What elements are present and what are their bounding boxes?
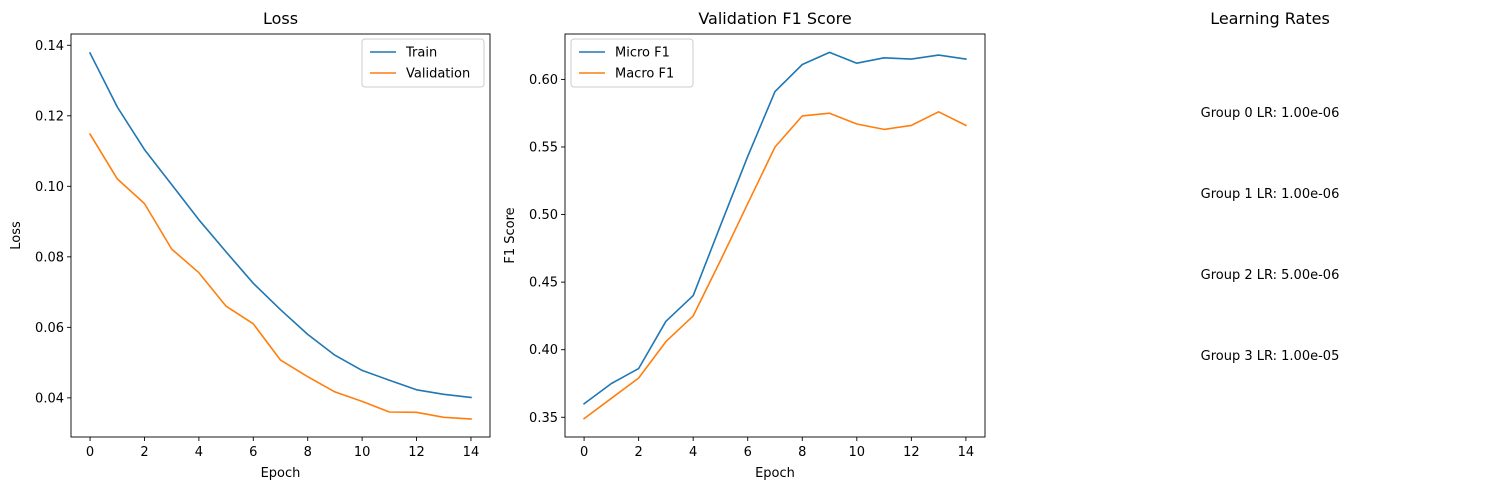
loss-legend-box — [361, 38, 485, 88]
lr-group-2: Group 2 LR: 5.00e-06 — [1201, 268, 1340, 283]
f1-x-axis-label: Epoch — [755, 466, 795, 481]
f1-y-tick-label: 0.55 — [529, 140, 558, 155]
f1-x-tick-label: 12 — [903, 445, 920, 460]
loss-y-axis-label: Loss — [9, 221, 24, 250]
f1-x-tick-label: 14 — [958, 445, 975, 460]
loss-x-tick-label: 10 — [354, 445, 371, 460]
loss-x-tick-label: 12 — [408, 445, 425, 460]
loss-y-tick-label: 0.10 — [35, 180, 64, 195]
f1-legend-box — [570, 38, 694, 88]
loss-plot-frame — [70, 33, 491, 438]
f1-x-tick-label: 2 — [634, 445, 642, 460]
loss-legend-label: Validation — [406, 67, 470, 82]
learning-rates-panel: Learning Rates Group 0 LR: 1.00e-06 Grou… — [1201, 9, 1340, 364]
loss-x-tick-label: 6 — [249, 445, 257, 460]
loss-chart: Loss Epoch Loss 0 2 4 6 8 10 12 14 0.04 0.06 0.08 0… — [9, 9, 491, 481]
loss-x-axis-label: Epoch — [261, 466, 301, 481]
f1-y-axis-label: F1 Score — [503, 207, 518, 263]
f1-chart: Validation F1 Score Epoch F1 Score 0 2 4 6 8… — [503, 9, 986, 481]
f1-y-tick-label: 0.50 — [529, 208, 558, 223]
loss-legend: Train Validation — [361, 38, 485, 88]
f1-legend-label: Micro F1 — [615, 46, 670, 61]
lr-group-1: Group 1 LR: 1.00e-06 — [1201, 187, 1340, 202]
f1-y-tick-label: 0.45 — [529, 276, 558, 291]
f1-legend-label: Macro F1 — [615, 67, 674, 82]
f1-x-tick-label: 8 — [798, 445, 806, 460]
f1-x-tick-label: 10 — [849, 445, 866, 460]
f1-x-tick-label: 6 — [744, 445, 752, 460]
f1-y-tick-label: 0.60 — [529, 73, 558, 88]
loss-x-tick-label: 4 — [195, 445, 203, 460]
lr-group-3: Group 3 LR: 1.00e-05 — [1201, 349, 1340, 364]
loss-x-tick-label: 2 — [140, 445, 148, 460]
f1-legend: Micro F1 Macro F1 — [570, 38, 694, 88]
loss-y-tick-label: 0.14 — [35, 39, 64, 54]
learning-rates-title: Learning Rates — [1210, 9, 1330, 28]
f1-series-macro-f1-line — [582, 111, 967, 420]
loss-series-validation-line — [88, 133, 472, 420]
f1-y-tick-label: 0.40 — [529, 343, 558, 358]
loss-x-tick-label: 8 — [304, 445, 312, 460]
loss-x-tick-label: 0 — [86, 445, 94, 460]
f1-y-tick-label: 0.35 — [529, 411, 558, 426]
f1-plot-frame — [564, 33, 986, 438]
f1-x-tick-label: 4 — [689, 445, 697, 460]
loss-y-tick-label: 0.08 — [35, 250, 64, 265]
loss-legend-label: Train — [405, 46, 437, 61]
f1-chart-title: Validation F1 Score — [698, 9, 851, 28]
f1-series-micro-f1-line — [582, 51, 967, 405]
lr-group-0: Group 0 LR: 1.00e-06 — [1201, 106, 1340, 121]
loss-chart-title: Loss — [263, 9, 298, 28]
loss-x-tick-label: 14 — [463, 445, 480, 460]
f1-x-tick-label: 0 — [580, 445, 588, 460]
loss-y-tick-label: 0.12 — [35, 109, 64, 124]
loss-series-train-line — [88, 51, 472, 399]
loss-y-tick-label: 0.04 — [35, 391, 64, 406]
loss-y-tick-label: 0.06 — [35, 321, 64, 336]
